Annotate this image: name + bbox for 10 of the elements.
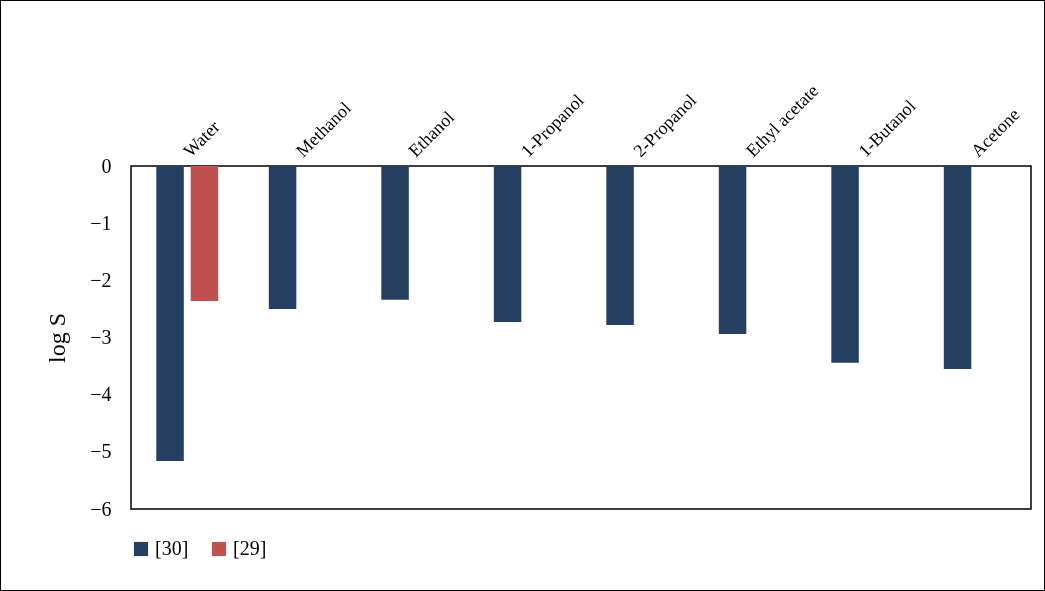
y-tick-label: −1 bbox=[90, 211, 112, 234]
y-tick-label: −6 bbox=[90, 497, 112, 520]
y-tick-label: −3 bbox=[90, 326, 112, 348]
y-tick-label: 0 bbox=[101, 154, 112, 177]
legend-label: [29] bbox=[233, 537, 267, 559]
y-tick-label: −4 bbox=[90, 383, 112, 406]
y-tick-label: −5 bbox=[90, 440, 112, 463]
y-axis-title: log S bbox=[44, 312, 71, 364]
legend-label: [30] bbox=[155, 537, 189, 559]
y-tick-label: −2 bbox=[90, 268, 112, 291]
